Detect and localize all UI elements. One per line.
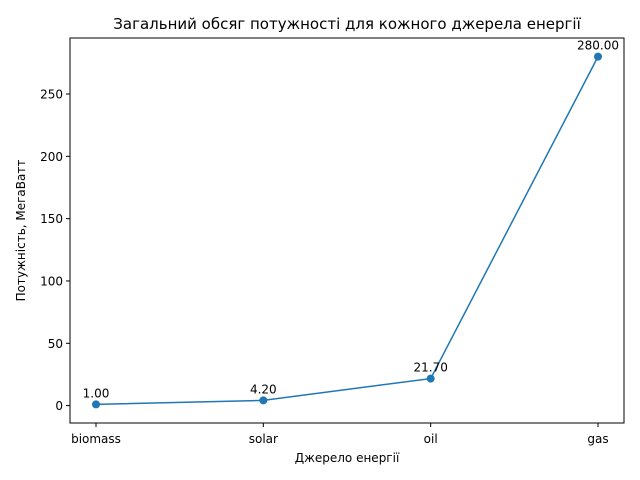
data-point — [92, 400, 100, 409]
x-tick-label: gas — [587, 432, 608, 446]
y-tick-label: 50 — [48, 337, 63, 351]
data-label: 21.70 — [413, 361, 447, 375]
y-axis: 0 50 100 150 200 250 — [40, 88, 70, 413]
data-label: 1.00 — [83, 386, 110, 400]
x-tick-label: oil — [424, 432, 438, 446]
y-tick-label: 200 — [40, 150, 63, 164]
data-point — [426, 374, 435, 383]
x-tick-label: solar — [249, 432, 278, 446]
chart-title: Загальний обсяг потужності для кожного д… — [113, 15, 581, 33]
data-label: 280.00 — [577, 39, 619, 53]
x-axis: biomass solar oil gas — [71, 423, 609, 446]
data-point — [259, 396, 268, 405]
y-tick-label: 0 — [55, 399, 63, 413]
series-line — [95, 56, 599, 406]
data-label: 4.20 — [250, 382, 277, 396]
series-group — [92, 52, 602, 409]
y-tick-label: 250 — [40, 88, 63, 102]
data-labels: 1.00 4.20 21.70 280.00 — [83, 39, 619, 401]
y-tick-label: 100 — [40, 274, 63, 288]
y-tick-label: 150 — [40, 212, 63, 226]
data-point — [594, 52, 602, 61]
y-axis-label: Потужність, МегаВатт — [14, 160, 28, 302]
x-axis-label: Джерело енергії — [295, 451, 400, 465]
x-tick-label: biomass — [71, 432, 121, 446]
plot-frame — [69, 37, 625, 424]
